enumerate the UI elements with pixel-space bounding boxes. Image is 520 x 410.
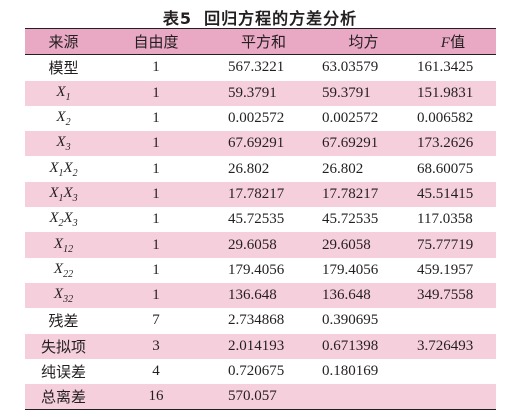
table-row: X1X2 1 26.802 26.802 68.60075 [25,156,496,182]
source-cell: X1X2 [49,159,78,179]
table-row: 模型 1 567.3221 63.03579 161.3425 [25,54,496,81]
table-caption: 表5 回归方程的方差分析 [0,5,520,29]
table-row: 失拟项 3 2.014193 0.671398 3.726493 [25,333,496,359]
table-row: X22 1 179.4056 179.4056 459.1957 [25,257,496,283]
source-cell: X32 [53,286,74,306]
sum-of-squares-cell: 17.78217 [228,185,285,202]
df-cell: 4 [152,363,160,379]
f-value-cell [410,359,496,384]
source-cell: 失拟项 [40,339,86,356]
source-cell: X2 [56,109,71,129]
header-row: 来源 自由度 平方和 均方 F值 [25,27,496,56]
source-cell: 残差 [48,314,79,331]
f-value-cell: 349.7558 [417,287,474,304]
sum-of-squares-cell: 136.648 [228,287,277,304]
df-cell: 1 [152,211,160,228]
f-value-cell [410,384,496,410]
f-value-cell: 68.60075 [417,160,474,177]
mean-square-cell: 63.03579 [322,59,379,76]
sum-of-squares-cell: 29.6058 [228,236,277,253]
df-cell: 3 [152,337,160,354]
header-f-value: F值 [410,27,496,56]
header-df: 自由度 [102,27,210,56]
df-cell: 7 [152,312,160,329]
mean-square-cell: 0.002572 [322,110,379,127]
f-value-cell: 459.1957 [417,261,474,278]
mean-square-cell: 45.72535 [322,211,379,228]
sum-of-squares-cell: 567.3221 [228,59,285,76]
sum-of-squares-cell: 67.69291 [228,135,285,152]
sum-of-squares-cell: 2.014193 [228,337,285,354]
table-row: X32 1 136.648 136.648 349.7558 [25,282,496,309]
header-f-letter: F [440,35,451,52]
df-cell: 1 [152,287,160,304]
f-value-cell: 75.77719 [417,236,474,253]
df-cell: 1 [152,84,160,101]
table-row: X12 1 29.6058 29.6058 75.77719 [25,232,496,258]
mean-square-cell: 59.3791 [322,84,371,101]
df-cell: 16 [102,384,210,410]
mean-square-cell: 29.6058 [322,236,371,253]
sum-of-squares-cell: 0.002572 [228,110,285,127]
df-cell: 1 [152,236,160,253]
mean-square-cell: 136.648 [322,287,371,304]
source-cell: 纯误差 [40,365,86,381]
mean-square-cell: 17.78217 [322,185,379,202]
sum-of-squares-cell: 26.802 [228,160,270,177]
f-value-cell: 161.3425 [417,59,474,76]
mean-square-cell: 0.390695 [322,312,379,329]
source-cell: X1 [56,83,71,103]
table-row: 纯误差 4 0.720675 0.180169 [25,358,496,385]
f-value-cell: 173.2626 [417,135,474,152]
mean-square-cell: 26.802 [322,160,364,177]
table-row: X1X3 1 17.78217 17.78217 45.51415 [25,181,496,208]
table-row: 总离差 16 570.057 [25,384,496,410]
df-cell: 1 [152,185,160,202]
header-mean-square: 均方 [317,27,410,56]
source-cell: 模型 [48,61,79,78]
df-cell: 1 [152,160,160,177]
f-value-cell: 117.0358 [417,211,473,228]
source-cell: X1X3 [49,184,78,204]
sum-of-squares-cell: 45.72535 [228,211,285,228]
table-row: X3 1 67.69291 67.69291 173.2626 [25,131,496,157]
header-sum-of-squares: 平方和 [210,27,317,56]
table-row: 残差 7 2.734868 0.390695 [25,308,496,334]
sum-of-squares-cell: 570.057 [210,384,317,410]
anova-table: 来源 自由度 平方和 均方 F值 模型 1 567.3221 63.03579 161.… [25,27,496,410]
mean-square-cell: 0.671398 [322,337,379,354]
mean-square-cell [317,384,410,410]
df-cell: 1 [152,135,160,152]
f-value-cell [410,308,496,333]
df-cell: 1 [152,110,160,127]
source-cell: X3 [56,134,71,154]
sum-of-squares-cell: 0.720675 [228,363,285,379]
source-cell: 总离差 [25,384,102,410]
table-row: X2X3 1 45.72535 45.72535 117.0358 [25,207,496,233]
table-row: X2 1 0.002572 0.002572 0.006582 [25,105,496,132]
f-value-cell: 0.006582 [417,110,474,127]
f-value-cell: 45.51415 [417,185,474,202]
f-value-cell: 3.726493 [417,337,474,354]
header-f-suffix: 值 [450,35,466,52]
df-cell: 1 [152,59,160,76]
document-page: 表5 回归方程的方差分析 来源 自由度 平方和 均方 F值 模型 1 567.3221… [0,5,520,410]
source-cell: X22 [53,260,74,280]
sum-of-squares-cell: 59.3791 [228,84,277,101]
mean-square-cell: 67.69291 [322,135,379,152]
mean-square-cell: 179.4056 [322,261,379,278]
table-header: 来源 自由度 平方和 均方 F值 [25,27,496,56]
table-title: 回归方程的方差分析 [204,9,358,28]
table-body: 模型 1 567.3221 63.03579 161.3425 X1 1 59.3791 59.… [25,54,496,410]
sum-of-squares-cell: 2.734868 [228,312,285,329]
df-cell: 1 [152,261,160,278]
source-cell: X12 [53,235,74,255]
source-cell: X2X3 [49,210,78,230]
table-number: 表5 [162,9,193,28]
sum-of-squares-cell: 179.4056 [228,261,285,278]
table-row: X1 1 59.3791 59.3791 151.9831 [25,80,496,106]
header-source: 来源 [25,27,102,56]
mean-square-cell: 0.180169 [322,363,379,379]
f-value-cell: 151.9831 [417,84,474,101]
